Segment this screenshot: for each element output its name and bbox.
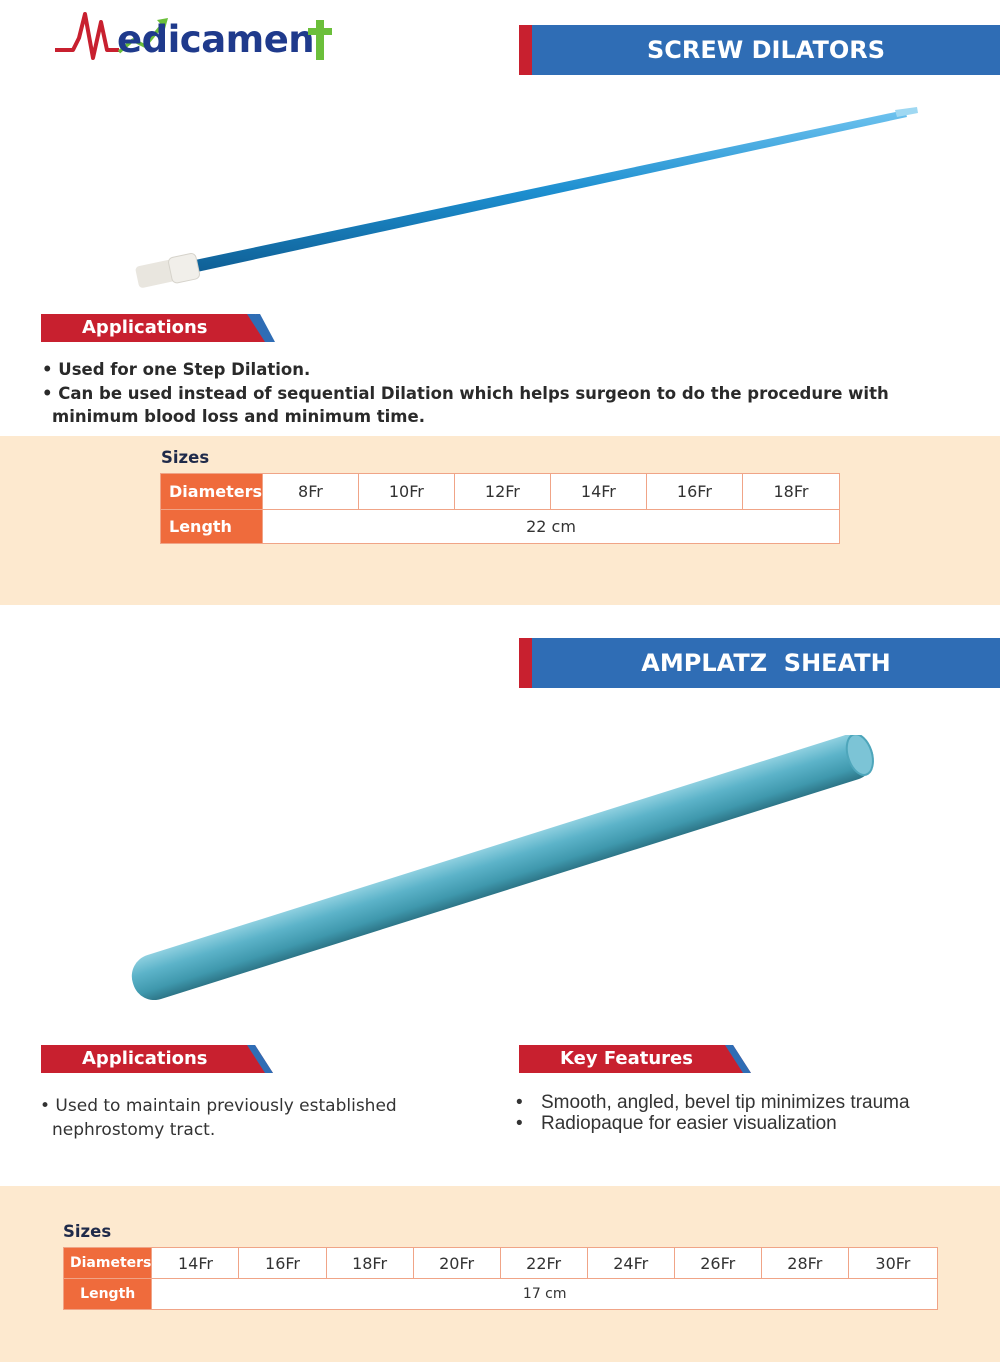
table-cell: 22Fr — [499, 1247, 588, 1279]
table-cell: 28Fr — [760, 1247, 849, 1279]
table-cell: 12Fr — [453, 473, 551, 510]
tab-shape — [41, 1045, 273, 1073]
sizes-label: Sizes — [63, 1222, 112, 1241]
diameters-label: Diameters — [62, 1247, 153, 1279]
diameters-row: Diameters 14Fr 16Fr 18Fr 20Fr 22Fr 24Fr … — [62, 1247, 939, 1279]
table-cell: 26Fr — [673, 1247, 762, 1279]
length-value: 22 cm — [262, 509, 840, 544]
tab-shape — [519, 1045, 751, 1073]
length-value: 17 cm — [151, 1278, 938, 1310]
table-cell: 24Fr — [586, 1247, 675, 1279]
length-row: Length 22 cm — [160, 509, 840, 544]
list-item: • Radiopaque for easier visualization — [516, 1113, 837, 1134]
logo-wordmark: edicamen — [117, 18, 315, 61]
table-cell: 14Fr — [151, 1247, 240, 1279]
table-cell: 20Fr — [412, 1247, 501, 1279]
product-title: SCREW DILATORS — [647, 36, 885, 64]
table-cell: 8Fr — [262, 473, 359, 510]
banner-accent — [519, 25, 532, 75]
amplatz-sheath-image — [131, 735, 874, 1000]
bullet-icon: • — [516, 1113, 523, 1134]
table-cell: 16Fr — [645, 473, 743, 510]
length-row: Length 17 cm — [62, 1278, 938, 1310]
list-item: • Used to maintain previously establishe… — [40, 1096, 397, 1140]
list-item: • Used for one Step Dilation. — [42, 360, 311, 379]
length-label: Length — [62, 1278, 153, 1310]
key-features-header: Key Features — [519, 1045, 754, 1073]
brand-logo: edicamen — [55, 0, 345, 75]
features-list: • Smooth, angled, bevel tip minimizes tra… — [516, 1092, 956, 1134]
logo-mark-icon — [55, 12, 168, 60]
table-cell: 18Fr — [325, 1247, 414, 1279]
applications-list: • Used for one Step Dilation. • Can be u… — [42, 358, 922, 429]
list-item: • Can be used instead of sequential Dila… — [42, 383, 889, 427]
diameters-label: Diameters — [160, 473, 263, 510]
bullet-icon: • — [516, 1092, 523, 1113]
product-title-banner: SCREW DILATORS — [519, 25, 1000, 75]
tab-shape — [41, 314, 275, 342]
applications-list: • Used to maintain previously establishe… — [40, 1094, 400, 1142]
diameters-row: Diameters 8Fr 10Fr 12Fr 14Fr 16Fr 18Fr — [160, 473, 841, 510]
table-cell: 18Fr — [741, 473, 841, 510]
sizes-label: Sizes — [161, 448, 210, 467]
logo-cross-icon — [308, 20, 332, 60]
table-cell: 14Fr — [549, 473, 647, 510]
screw-dilator-image — [135, 107, 918, 288]
sizes-table: Diameters 8Fr 10Fr 12Fr 14Fr 16Fr 18Fr L… — [160, 473, 841, 544]
product-title-banner: AMPLATZ SHEATH — [519, 638, 1000, 688]
table-cell: 16Fr — [238, 1247, 327, 1279]
table-cell: 10Fr — [357, 473, 455, 510]
applications-header: Applications — [41, 1045, 276, 1073]
table-cell: 30Fr — [847, 1247, 939, 1279]
applications-header: Applications — [41, 314, 276, 342]
sizes-table: Diameters 14Fr 16Fr 18Fr 20Fr 22Fr 24Fr … — [62, 1247, 939, 1310]
list-item: • Smooth, angled, bevel tip minimizes tra… — [516, 1092, 910, 1113]
product-title: AMPLATZ SHEATH — [641, 649, 891, 677]
banner-accent — [519, 638, 532, 688]
length-label: Length — [160, 509, 263, 544]
